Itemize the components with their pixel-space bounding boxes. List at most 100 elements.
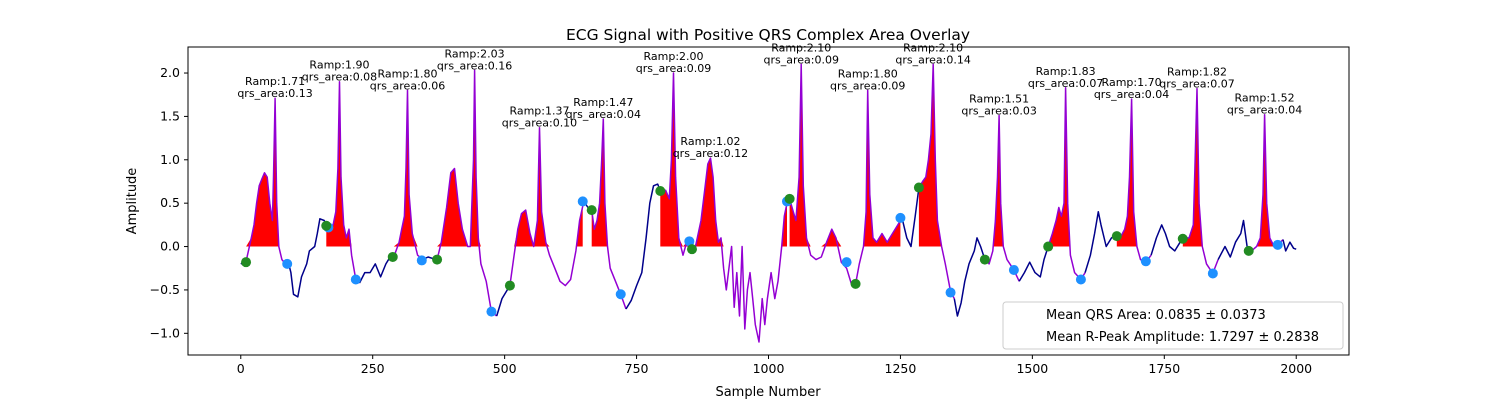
peak-annotation-amplitude-15: Ramp:1.82 xyxy=(1167,66,1227,79)
qrs-offset-marker-4 xyxy=(416,255,427,266)
y-tick-label-2: 0.0 xyxy=(160,239,180,254)
qrs-segment-line-2 xyxy=(245,97,289,265)
chart-title: ECG Signal with Positive QRS Complex Are… xyxy=(566,26,970,44)
ecg-base-line-21 xyxy=(1018,246,1049,282)
x-tick-label-1000: 1000 xyxy=(753,361,785,376)
qrs-area-fill-6 xyxy=(591,119,621,247)
qrs-segment-line-16 xyxy=(854,89,903,285)
qrs-segment-line-8 xyxy=(436,69,498,317)
y-tick-label-4: 1.0 xyxy=(160,152,180,167)
qrs-onset-marker-13 xyxy=(1043,241,1054,252)
y-tick-label-6: 2.0 xyxy=(160,65,180,80)
peak-annotation-amplitude-6: Ramp:1.47 xyxy=(573,96,633,109)
qrs-onset-marker-5 xyxy=(504,280,515,291)
x-tick-label-2000: 2000 xyxy=(1280,361,1312,376)
qrs-onset-marker-1 xyxy=(241,257,252,268)
peak-annotations: Ramp:1.71qrs_area:0.13Ramp:1.90qrs_area:… xyxy=(237,41,1302,160)
ecg-base-line-29 xyxy=(1282,239,1297,252)
peak-annotation-amplitude-7: Ramp:2.00 xyxy=(643,50,703,63)
peak-annotation-qrs-area-1: qrs_area:0.13 xyxy=(237,87,312,100)
qrs-area-fill-5 xyxy=(509,127,583,247)
qrs-offset-marker-10 xyxy=(841,257,852,268)
qrs-onset-marker-6 xyxy=(586,205,597,216)
peak-annotation-amplitude-3: Ramp:1.80 xyxy=(378,67,438,80)
peak-annotation-qrs-area-16: qrs_area:0.04 xyxy=(1227,104,1302,117)
qrs-segment-line-12 xyxy=(590,118,627,310)
qrs-offset-marker-17 xyxy=(1272,239,1283,250)
qrs-segment-line-4 xyxy=(327,80,361,284)
peak-annotation-qrs-area-2: qrs_area:0.08 xyxy=(302,71,377,84)
peak-annotation-amplitude-13: Ramp:1.83 xyxy=(1036,65,1096,78)
peak-annotation-qrs-area-10: qrs_area:0.09 xyxy=(830,79,905,92)
qrs-area-fill-12 xyxy=(984,115,1014,247)
legend-entry-mean-r-peak-amplitude: Mean R-Peak Amplitude: 1.7297 ± 0.2838 xyxy=(1046,330,1319,345)
qrs-onset-marker-3 xyxy=(387,251,398,262)
peak-annotation-qrs-area-3: qrs_area:0.06 xyxy=(370,79,445,92)
qrs-segment-line-6 xyxy=(393,89,424,261)
y-axis-label: Amplitude xyxy=(125,168,140,235)
peak-annotation-qrs-area-11: qrs_area:0.14 xyxy=(895,53,970,66)
qrs-onset-marker-15 xyxy=(1177,233,1188,244)
qrs-onset-marker-14 xyxy=(1111,231,1122,242)
ecg-base-line-27 xyxy=(1217,219,1252,260)
ecg-base-line-23 xyxy=(1084,211,1118,273)
qrs-segment-line-14 xyxy=(660,63,853,343)
y-tick-label-0: −1.0 xyxy=(150,325,180,340)
peak-annotation-amplitude-9: Ramp:2.10 xyxy=(771,41,831,54)
peak-annotation-qrs-area-13: qrs_area:0.07 xyxy=(1028,77,1103,90)
qrs-onset-marker-12 xyxy=(979,254,990,265)
peak-annotation-amplitude-4: Ramp:2.03 xyxy=(445,47,505,60)
peak-annotation-amplitude-11: Ramp:2.10 xyxy=(903,41,963,54)
x-tick-label-1750: 1750 xyxy=(1148,361,1180,376)
x-axis-label: Sample Number xyxy=(715,385,821,400)
qrs-onset-marker-8 xyxy=(686,244,697,255)
qrs-area-fill-4 xyxy=(437,70,492,247)
peak-annotation-amplitude-16: Ramp:1.52 xyxy=(1235,92,1295,105)
qrs-onset-marker-16 xyxy=(1243,245,1254,256)
qrs-segment-line-10 xyxy=(509,126,585,287)
legend-box xyxy=(1002,301,1344,350)
qrs-segment-line-26 xyxy=(1185,87,1219,275)
peak-annotation-qrs-area-6: qrs_area:0.04 xyxy=(566,108,641,121)
peak-annotation-qrs-area-9: qrs_area:0.09 xyxy=(763,53,838,66)
legend: Mean QRS Area: 0.0835 ± 0.0373 Mean R-Pe… xyxy=(1002,301,1344,350)
x-axis-ticks: 0 250 500 750 1000 1250 1500 1750 2000 xyxy=(237,355,1312,376)
y-tick-label-3: 0.5 xyxy=(160,195,180,210)
ecg-base-line-3 xyxy=(287,218,329,298)
peak-annotation-qrs-area-4: qrs_area:0.16 xyxy=(437,59,512,72)
peak-annotation-qrs-area-14: qrs_area:0.04 xyxy=(1094,88,1169,101)
peak-annotation-amplitude-2: Ramp:1.90 xyxy=(309,59,369,72)
qrs-offset-marker-15 xyxy=(1140,256,1151,267)
peak-annotation-amplitude-1: Ramp:1.71 xyxy=(245,75,305,88)
qrs-offset-marker-3 xyxy=(350,274,361,285)
peak-annotation-qrs-area-12: qrs_area:0.03 xyxy=(961,105,1036,118)
peak-annotation-qrs-area-15: qrs_area:0.07 xyxy=(1159,78,1234,91)
qrs-offset-marker-1 xyxy=(282,258,293,269)
qrs-offset-marker-13 xyxy=(1008,264,1019,275)
qrs-area-fill-3 xyxy=(392,90,422,247)
y-axis-ticks: −1.0 −0.5 0.0 0.5 1.0 1.5 2.0 xyxy=(150,65,188,340)
x-tick-label-1500: 1500 xyxy=(1016,361,1048,376)
qrs-segment-line-20 xyxy=(984,114,1020,282)
qrs-onset-marker-4 xyxy=(432,254,443,265)
peak-annotation-qrs-area-8: qrs_area:0.12 xyxy=(673,147,748,160)
peak-annotation-amplitude-10: Ramp:1.80 xyxy=(838,67,898,80)
peak-annotation-amplitude-5: Ramp:1.37 xyxy=(509,105,569,118)
qrs-segment-line-18 xyxy=(918,63,955,299)
x-tick-label-500: 500 xyxy=(493,361,517,376)
peak-annotation-qrs-area-5: qrs_area:0.10 xyxy=(502,117,577,130)
qrs-onset-marker-10 xyxy=(850,278,861,289)
qrs-area-fill-1 xyxy=(246,98,288,247)
peak-annotation-amplitude-12: Ramp:1.51 xyxy=(969,93,1029,106)
qrs-onset-marker-11 xyxy=(913,182,924,193)
qrs-offset-marker-16 xyxy=(1207,268,1218,279)
y-tick-label-1: −0.5 xyxy=(150,282,180,297)
qrs-onset-marker-9 xyxy=(784,193,795,204)
x-tick-label-0: 0 xyxy=(237,361,245,376)
x-tick-label-750: 750 xyxy=(625,361,649,376)
qrs-offset-marker-12 xyxy=(945,287,956,298)
ecg-base-line-17 xyxy=(901,187,920,248)
qrs-boundary-markers xyxy=(241,182,1283,317)
qrs-offset-marker-8 xyxy=(684,236,695,247)
